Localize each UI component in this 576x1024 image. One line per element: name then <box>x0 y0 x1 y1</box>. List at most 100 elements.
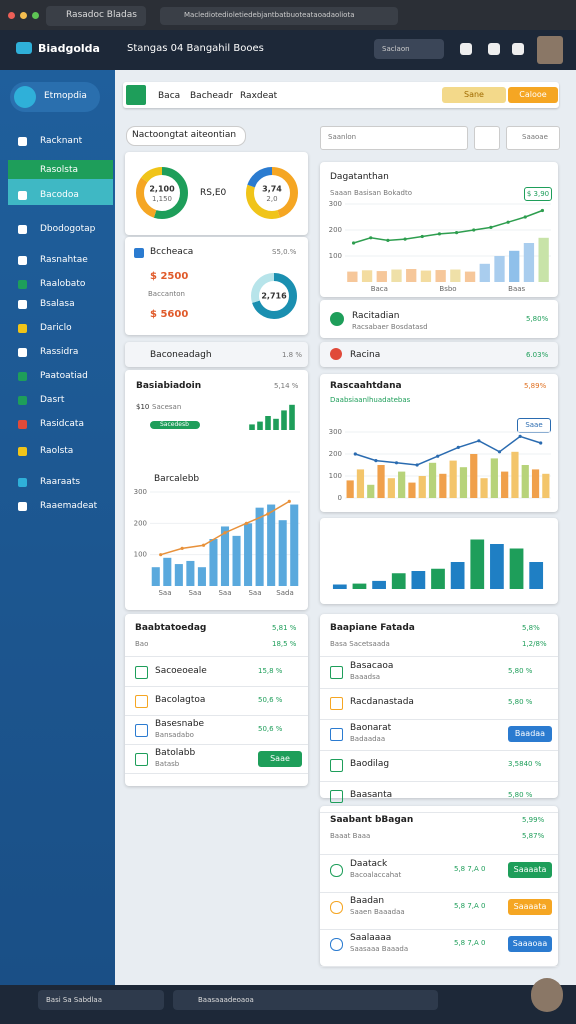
line-point <box>244 521 249 525</box>
nav-item[interactable]: Raaemadeat <box>40 501 98 511</box>
y-tick-label: 300 <box>134 488 147 496</box>
divider <box>125 686 308 687</box>
y-tick-label: 0 <box>338 494 342 500</box>
bar <box>163 557 172 586</box>
icon-button[interactable] <box>474 126 500 150</box>
nav-item[interactable]: Dariclo <box>40 323 72 333</box>
item-sub: Saasaaa Baaada <box>350 945 409 953</box>
nav-item[interactable]: Racknant <box>40 136 83 146</box>
divider <box>320 812 558 813</box>
item-value: 3,5840 % <box>508 760 542 768</box>
nav-item[interactable]: Rasnahtae <box>40 255 88 265</box>
profile-icon <box>14 86 36 108</box>
bar <box>406 269 417 282</box>
button[interactable]: Saaaata <box>508 899 552 915</box>
bar <box>509 548 524 589</box>
search-box[interactable] <box>374 39 444 59</box>
bar <box>332 584 347 589</box>
nav-item[interactable]: Paatoatiad <box>40 371 88 381</box>
nav-item[interactable]: Bsalasa <box>40 299 75 309</box>
bar <box>439 473 447 498</box>
label: Baccanton <box>148 290 185 298</box>
toolbar-tab[interactable]: Bacheadr <box>190 91 233 101</box>
card-title: Baabtatoedag <box>135 623 207 633</box>
bar <box>352 583 367 589</box>
nav-icon <box>18 372 27 381</box>
bar-chart <box>332 539 544 589</box>
nav-icon <box>18 280 27 289</box>
search-box[interactable] <box>320 126 468 150</box>
sub: Basa Sacetsaada <box>330 640 390 648</box>
line-point <box>472 228 476 232</box>
nav-item[interactable]: Rasolsta <box>40 165 78 175</box>
value: 1,2/8% <box>522 640 547 648</box>
bar <box>377 465 385 498</box>
toolbar-tab[interactable]: Baca <box>158 91 181 101</box>
nav-item[interactable]: Raaraats <box>40 477 81 487</box>
footer-text: Baasaaadeoaoa <box>198 996 254 1004</box>
bar-chart <box>249 404 295 430</box>
donut-segment <box>246 167 298 219</box>
bar <box>490 458 498 498</box>
button-text: Saaoae <box>522 133 548 141</box>
item-icon <box>135 724 148 737</box>
value: 5,80% <box>526 315 549 323</box>
card-title: Dagatanthan <box>330 172 389 182</box>
label: Racitadian <box>352 311 400 321</box>
bar <box>450 562 465 589</box>
bar <box>290 504 299 586</box>
toolbar-tab[interactable]: Raxdeat <box>240 91 278 101</box>
x-tick-label: Bsbo <box>439 285 456 293</box>
item-icon <box>330 790 343 803</box>
bar <box>529 562 544 589</box>
value: 6.03% <box>526 351 549 359</box>
nav-item[interactable]: Raalobato <box>40 279 86 289</box>
label: Racina <box>350 350 381 360</box>
button[interactable]: Saaaoaa <box>508 936 552 952</box>
dropdown[interactable] <box>126 126 246 146</box>
bar <box>479 263 490 282</box>
icon <box>460 43 472 55</box>
y-tick-label: 300 <box>329 200 342 208</box>
bar <box>281 410 287 430</box>
label: Sacesan <box>152 403 182 411</box>
x-tick-label: Baas <box>508 285 525 293</box>
label: Baconeadagh <box>150 350 212 360</box>
button[interactable]: Baadaa <box>508 726 552 742</box>
nav-icon <box>18 166 27 175</box>
brand: Biadgolda <box>38 42 100 55</box>
subtitle: Saaan Basisan Bokadto <box>330 189 413 197</box>
item-sub: Batasb <box>155 760 180 768</box>
donut-sub: 2,0 <box>266 195 277 203</box>
bar <box>376 271 387 282</box>
line <box>353 209 543 244</box>
donut-center: 2,716 <box>261 292 287 301</box>
nav-icon <box>18 191 27 200</box>
line-point <box>477 439 481 443</box>
line-point <box>287 499 291 503</box>
progress-bar <box>150 421 200 429</box>
line-point <box>518 434 522 438</box>
bar-line-chart: 0 100 200 300 <box>329 428 551 500</box>
nav-icon <box>18 137 27 146</box>
icon <box>512 43 524 55</box>
button[interactable] <box>506 126 560 150</box>
donut: 2,716 <box>251 273 297 319</box>
sub: Baaat Baaa <box>330 832 371 840</box>
page-title: Stangas 04 Bangahil Booes <box>127 43 264 54</box>
x-tick-label: Sada <box>276 589 293 597</box>
nav-item[interactable]: Raolsta <box>40 446 74 456</box>
nav-highlight <box>8 160 113 180</box>
nav-item[interactable]: Rasidcata <box>40 419 84 429</box>
x-tick-label: Saa <box>188 589 201 597</box>
bar <box>523 243 535 282</box>
nav-item[interactable]: Dasrt <box>40 395 65 405</box>
x-tick-label: Baca <box>371 285 388 293</box>
button[interactable]: Saae <box>258 751 302 767</box>
nav-item[interactable]: Rassidra <box>40 347 79 357</box>
button[interactable]: Calooe <box>508 87 558 103</box>
nav-item[interactable]: Dbodogotap <box>40 224 96 234</box>
nav-item[interactable]: Bacodoa <box>40 190 79 200</box>
button[interactable]: Saaaata <box>508 862 552 878</box>
button[interactable]: Sane <box>442 87 506 103</box>
